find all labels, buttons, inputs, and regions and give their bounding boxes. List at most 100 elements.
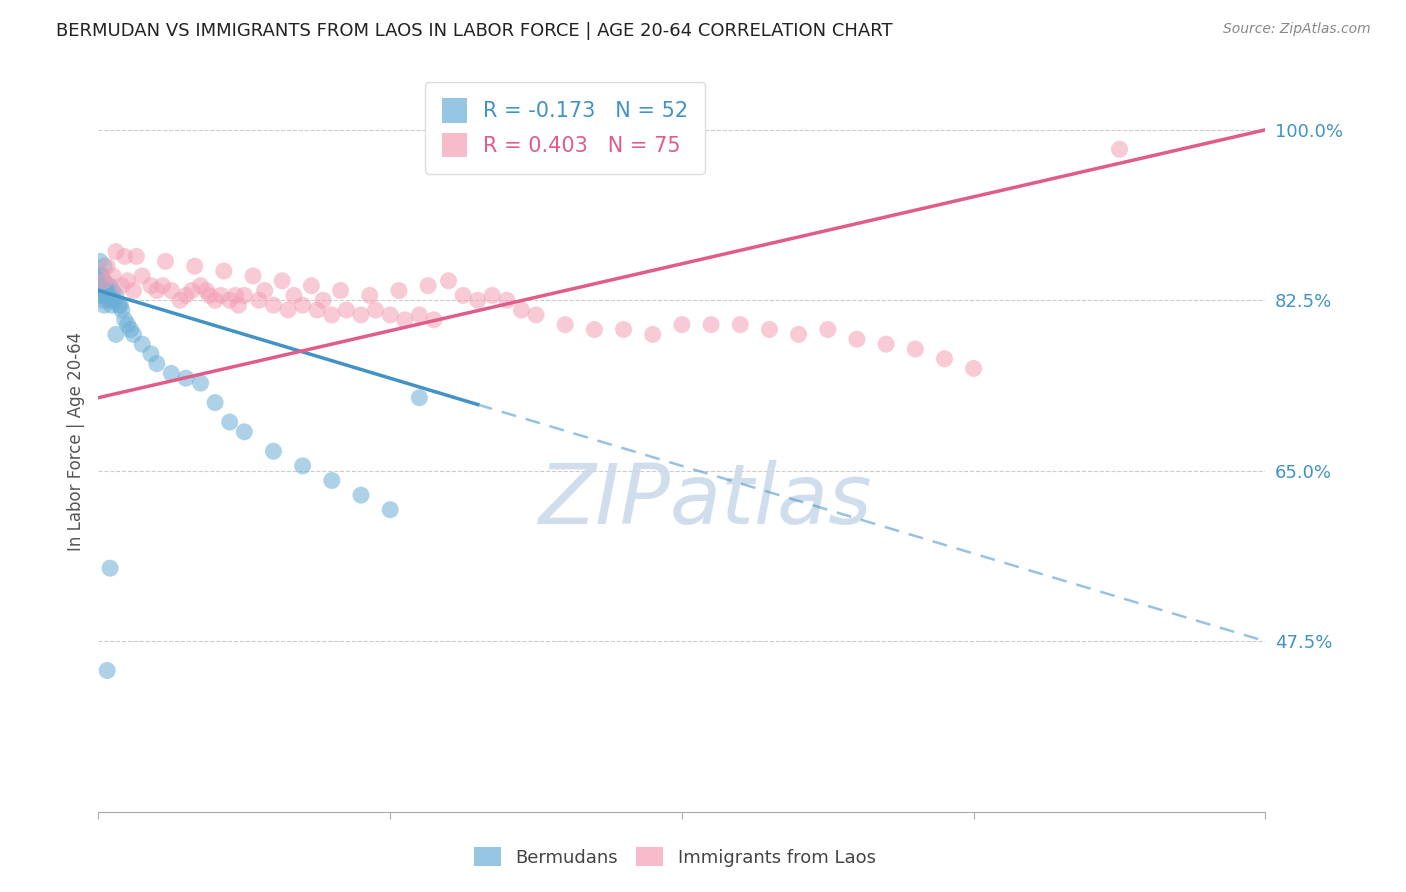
- Point: [641, 327, 664, 342]
- Point: [1108, 142, 1130, 156]
- Point: [312, 293, 335, 308]
- Point: [114, 312, 136, 326]
- Point: [110, 298, 132, 312]
- Point: [198, 288, 221, 302]
- Point: [180, 284, 202, 298]
- Point: [467, 293, 489, 308]
- Point: [174, 371, 197, 385]
- Point: [174, 288, 197, 302]
- Point: [758, 322, 780, 336]
- Point: [155, 254, 177, 268]
- Point: [90, 284, 112, 298]
- Point: [100, 298, 122, 312]
- Point: [247, 293, 270, 308]
- Point: [125, 250, 148, 264]
- Point: [96, 259, 118, 273]
- Point: [242, 268, 264, 283]
- Point: [96, 278, 118, 293]
- Point: [101, 268, 124, 283]
- Point: [111, 303, 134, 318]
- Point: [93, 293, 115, 308]
- Point: [209, 288, 232, 302]
- Point: [671, 318, 693, 332]
- Point: [98, 288, 121, 302]
- Point: [122, 327, 145, 342]
- Point: [335, 303, 357, 318]
- Point: [388, 284, 411, 298]
- Point: [91, 284, 114, 298]
- Point: [104, 244, 127, 259]
- Point: [817, 322, 839, 336]
- Point: [90, 274, 112, 288]
- Point: [190, 278, 212, 293]
- Point: [408, 308, 430, 322]
- Point: [93, 274, 115, 288]
- Point: [146, 357, 169, 371]
- Point: [233, 425, 256, 439]
- Point: [380, 308, 402, 322]
- Point: [131, 337, 153, 351]
- Point: [291, 298, 314, 312]
- Point: [350, 308, 373, 322]
- Point: [90, 288, 112, 302]
- Point: [98, 278, 121, 293]
- Point: [380, 502, 402, 516]
- Legend: R = -0.173   N = 52, R = 0.403   N = 75: R = -0.173 N = 52, R = 0.403 N = 75: [425, 82, 706, 174]
- Point: [283, 288, 305, 302]
- Point: [93, 278, 115, 293]
- Point: [101, 284, 124, 298]
- Point: [321, 308, 343, 322]
- Point: [904, 342, 927, 356]
- Point: [263, 444, 285, 458]
- Point: [299, 278, 322, 293]
- Point: [146, 284, 169, 298]
- Point: [94, 284, 117, 298]
- Point: [934, 351, 956, 366]
- Point: [190, 376, 212, 390]
- Point: [510, 303, 533, 318]
- Point: [875, 337, 897, 351]
- Point: [524, 308, 547, 322]
- Point: [408, 391, 430, 405]
- Text: BERMUDAN VS IMMIGRANTS FROM LAOS IN LABOR FORCE | AGE 20-64 CORRELATION CHART: BERMUDAN VS IMMIGRANTS FROM LAOS IN LABO…: [56, 22, 893, 40]
- Point: [228, 298, 250, 312]
- Point: [583, 322, 606, 336]
- Point: [846, 332, 869, 346]
- Point: [195, 284, 218, 298]
- Point: [416, 278, 439, 293]
- Point: [108, 298, 131, 312]
- Point: [122, 284, 145, 298]
- Point: [139, 347, 162, 361]
- Point: [291, 458, 314, 473]
- Point: [394, 312, 416, 326]
- Point: [263, 298, 285, 312]
- Point: [277, 303, 299, 318]
- Point: [962, 361, 984, 376]
- Point: [97, 293, 120, 308]
- Point: [329, 284, 352, 298]
- Point: [364, 303, 387, 318]
- Point: [90, 278, 112, 293]
- Point: [117, 274, 139, 288]
- Point: [93, 259, 115, 273]
- Point: [96, 288, 118, 302]
- Point: [104, 327, 127, 342]
- Point: [423, 312, 446, 326]
- Point: [554, 318, 576, 332]
- Point: [90, 278, 112, 293]
- Point: [350, 488, 373, 502]
- Point: [94, 288, 117, 302]
- Point: [212, 264, 235, 278]
- Point: [93, 274, 115, 288]
- Point: [89, 254, 111, 268]
- Point: [613, 322, 636, 336]
- Point: [321, 474, 343, 488]
- Point: [131, 268, 153, 283]
- Text: Source: ZipAtlas.com: Source: ZipAtlas.com: [1223, 22, 1371, 37]
- Point: [218, 415, 240, 429]
- Point: [152, 278, 174, 293]
- Point: [98, 561, 121, 575]
- Point: [451, 288, 474, 302]
- Point: [103, 293, 125, 308]
- Point: [253, 284, 276, 298]
